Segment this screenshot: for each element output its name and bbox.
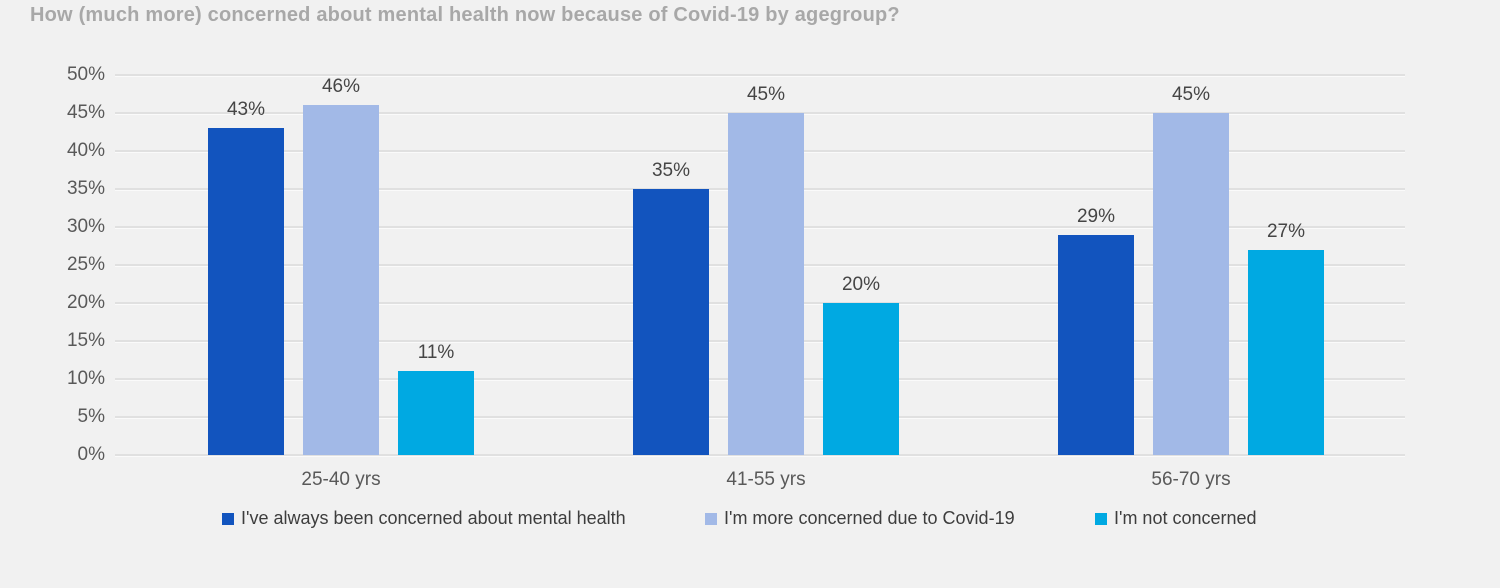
bar-series1-41-55-yrs bbox=[633, 189, 709, 455]
bar-series3-41-55-yrs bbox=[823, 303, 899, 455]
bar-series2-56-70-yrs bbox=[1153, 113, 1229, 455]
bar-value-label: 35% bbox=[651, 160, 691, 181]
bar-series1-56-70-yrs bbox=[1058, 235, 1134, 455]
legend-swatch-icon bbox=[222, 513, 234, 525]
x-category-label: 41-55 yrs bbox=[726, 469, 806, 490]
legend-label: I've always been concerned about mental … bbox=[241, 508, 626, 528]
legend-label: I'm more concerned due to Covid-19 bbox=[724, 508, 1015, 528]
y-axis-tick-label: 15% bbox=[66, 330, 105, 351]
bar-value-label: 45% bbox=[1171, 84, 1211, 105]
legend-label: I'm not concerned bbox=[1114, 508, 1257, 528]
x-category-label: 25-40 yrs bbox=[301, 469, 381, 490]
bar-value-label: 46% bbox=[321, 76, 361, 97]
y-axis-tick-label: 5% bbox=[77, 406, 105, 427]
bar-value-label: 45% bbox=[746, 84, 786, 105]
bar-value-label: 27% bbox=[1266, 221, 1306, 242]
bar-series3-56-70-yrs bbox=[1248, 250, 1324, 455]
y-axis-tick-label: 40% bbox=[66, 140, 105, 161]
legend-swatch-icon bbox=[1095, 513, 1107, 525]
legend-item: I'm not concerned bbox=[1095, 508, 1257, 529]
bar-series3-25-40-yrs bbox=[398, 371, 474, 455]
y-axis-tick-label: 20% bbox=[66, 292, 105, 313]
y-axis-tick-label: 35% bbox=[66, 178, 105, 199]
y-axis-tick-label: 50% bbox=[66, 64, 105, 85]
bar-series1-25-40-yrs bbox=[208, 128, 284, 455]
gridline bbox=[115, 454, 1405, 457]
y-axis-tick-label: 0% bbox=[77, 444, 105, 465]
bar-value-label: 11% bbox=[417, 342, 455, 363]
y-axis-tick-label: 10% bbox=[66, 368, 105, 389]
chart-title: How (much more) concerned about mental h… bbox=[30, 4, 900, 26]
bar-series2-41-55-yrs bbox=[728, 113, 804, 455]
legend-item: I'm more concerned due to Covid-19 bbox=[705, 508, 1015, 529]
y-axis-tick-label: 30% bbox=[66, 216, 105, 237]
bar-value-label: 20% bbox=[841, 274, 881, 295]
y-axis-tick-label: 25% bbox=[66, 254, 105, 275]
bar-value-label: 29% bbox=[1076, 206, 1116, 227]
bar-value-label: 43% bbox=[226, 99, 266, 120]
gridline bbox=[115, 74, 1405, 77]
legend-swatch-icon bbox=[705, 513, 717, 525]
y-axis-tick-label: 45% bbox=[66, 102, 105, 123]
x-category-label: 56-70 yrs bbox=[1151, 469, 1231, 490]
legend-item: I've always been concerned about mental … bbox=[222, 508, 626, 529]
bar-series2-25-40-yrs bbox=[303, 105, 379, 455]
